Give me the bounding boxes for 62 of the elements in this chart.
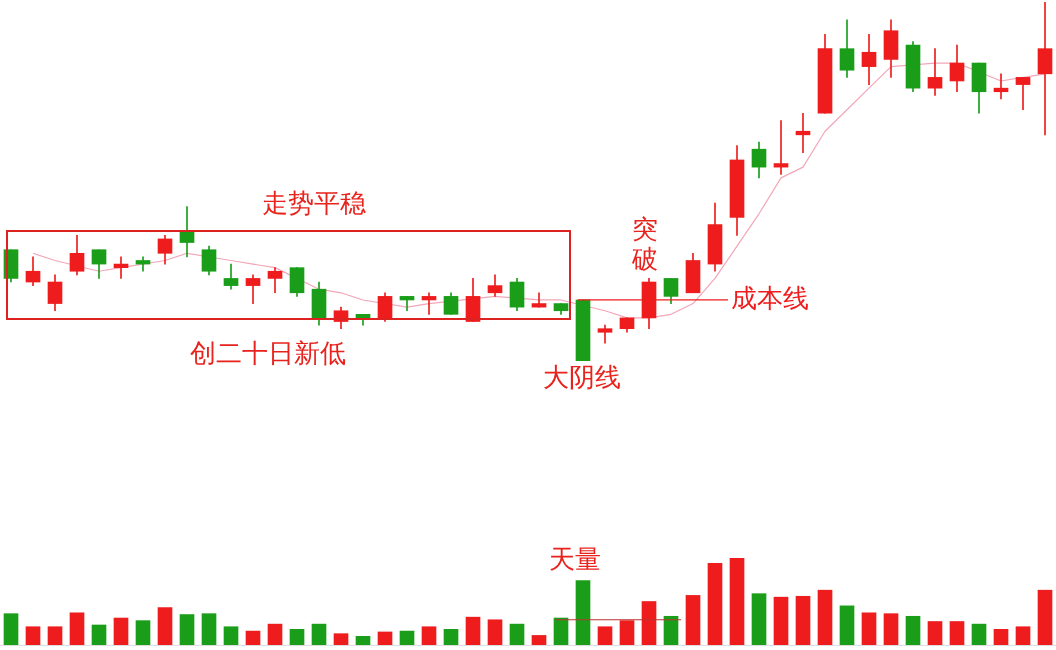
bar (663, 615, 679, 645)
bar (861, 612, 877, 645)
candlestick (773, 120, 789, 175)
bar (487, 619, 503, 645)
candlestick (1037, 2, 1053, 136)
annotation: 走势平稳 (262, 188, 366, 218)
bar (619, 620, 635, 645)
bar (355, 635, 371, 645)
bar (839, 605, 855, 645)
bar (443, 629, 459, 645)
candlestick (1015, 77, 1031, 111)
bar (69, 612, 85, 645)
bar (25, 626, 41, 645)
bar (421, 626, 437, 645)
bar (597, 626, 613, 645)
bar (201, 613, 217, 645)
bar (553, 617, 569, 645)
annotation: 创二十日新低 (190, 338, 346, 368)
candlestick (927, 48, 943, 96)
bar (91, 624, 107, 645)
bar (333, 633, 349, 645)
candlestick (421, 292, 437, 315)
bar (113, 617, 129, 645)
bar (289, 629, 305, 645)
candlestick (113, 256, 129, 279)
bar (3, 613, 19, 645)
bar (47, 626, 63, 645)
bar (223, 626, 239, 645)
bar (135, 620, 151, 645)
bar (905, 615, 921, 645)
bar (377, 631, 393, 645)
bar (531, 635, 547, 645)
bar (267, 623, 283, 645)
bar (949, 621, 965, 645)
bar (993, 629, 1009, 645)
candlestick (795, 112, 811, 154)
bar (641, 601, 657, 645)
bar (1015, 626, 1031, 645)
annotation: 突破 (632, 214, 659, 274)
bar (399, 630, 415, 645)
bar (817, 589, 833, 645)
bar (707, 562, 723, 645)
bar (575, 580, 591, 645)
candlestick (993, 73, 1009, 100)
bar (311, 623, 327, 645)
bar (1037, 589, 1053, 645)
bar (883, 613, 899, 645)
bar (157, 607, 173, 645)
annotation: 天量 (549, 544, 601, 574)
bar (245, 630, 261, 645)
bar (927, 621, 943, 645)
bar (179, 614, 195, 645)
bar (773, 596, 789, 645)
bar (465, 616, 481, 645)
ref-line-label: 成本线 (731, 283, 809, 313)
bar (685, 595, 701, 645)
bar (751, 593, 767, 645)
bar (795, 595, 811, 645)
bar (729, 558, 745, 645)
bar (509, 623, 525, 645)
bar (971, 623, 987, 645)
text: 大阴线 (543, 362, 621, 392)
